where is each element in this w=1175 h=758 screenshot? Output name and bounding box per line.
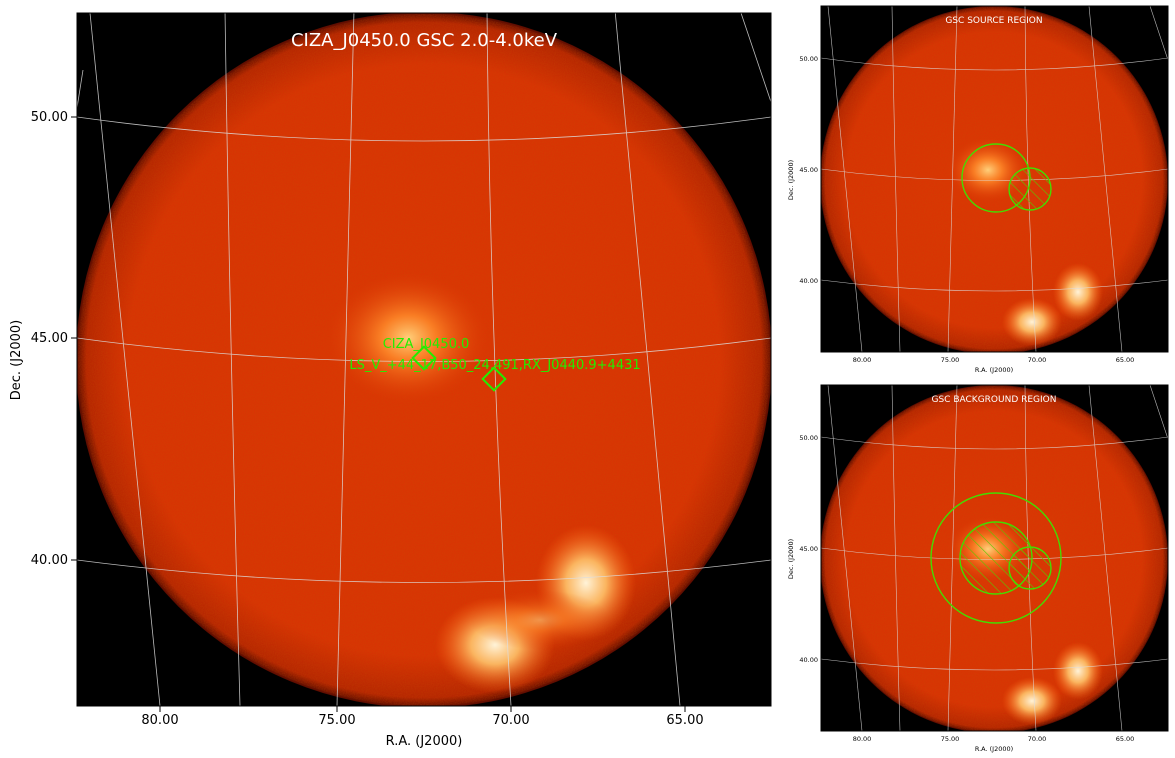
main-grid-ra-75	[336, 13, 355, 706]
source-panel-title: GSC SOURCE REGION	[945, 16, 1042, 26]
source-ra-tick-80: 80.00	[853, 356, 872, 364]
main-bright-source-bridge	[470, 590, 610, 650]
main-source-marker-lsv	[481, 366, 507, 392]
source-cluster-emission	[948, 138, 1028, 202]
main-dec-tick-45: 45.00	[31, 331, 68, 346]
main-ylabel: Dec. (J2000)	[9, 320, 24, 400]
main-ticks	[71, 116, 686, 712]
main-dec-tick-50: 50.00	[31, 110, 68, 125]
background-ra-tick-70: 70.00	[1028, 735, 1047, 743]
main-image-panel: CIZA_J0450.0 GSC 2.0-4.0keV CIZA_J0450.0…	[9, 12, 772, 749]
background-region-panel: GSC BACKGROUND REGION 80.00 75.00 70.00 …	[787, 384, 1169, 753]
source-xlabel: R.A. (J2000)	[975, 366, 1013, 374]
main-ra-tick-65: 65.00	[666, 713, 703, 728]
source-frame	[820, 5, 1169, 353]
source-ra-tick-65: 65.00	[1116, 356, 1135, 364]
main-title: CIZA_J0450.0 GSC 2.0-4.0keV	[291, 30, 558, 51]
background-panel-title: GSC BACKGROUND REGION	[932, 395, 1057, 405]
source-excluded-region	[1008, 167, 1052, 211]
main-grid-dec-40	[77, 559, 771, 583]
main-source-marker-ciza	[411, 345, 437, 371]
source-ra-tick-75: 75.00	[941, 356, 960, 364]
background-annulus-outer	[930, 492, 1062, 624]
background-coordinate-grid	[821, 385, 1168, 731]
background-frame	[820, 384, 1169, 732]
source-ylabel: Dec. (J2000)	[787, 160, 795, 200]
background-excluded-region	[1008, 546, 1052, 590]
main-cluster-emission	[328, 273, 488, 403]
main-grid-ra-82	[77, 69, 84, 109]
main-dec-tick-40: 40.00	[31, 553, 68, 568]
main-xlabel: R.A. (J2000)	[386, 734, 463, 749]
source-bright-source-1	[1002, 298, 1062, 346]
source-dec-tick-45: 45.00	[799, 166, 818, 174]
main-grid-ra-70	[486, 13, 512, 706]
main-frame	[76, 12, 772, 707]
source-dec-tick-50: 50.00	[799, 55, 818, 63]
background-ra-tick-75: 75.00	[941, 735, 960, 743]
source-region-panel: GSC SOURCE REGION 80.00 75.00 70.00 65.0…	[787, 5, 1169, 374]
main-grid-ra-77	[224, 13, 241, 706]
main-source-label-lsv: LS_V_+44_17,B50_24,491,RX_J0440.9+4431	[349, 358, 640, 373]
main-grid-ra-65	[740, 13, 771, 103]
background-dec-tick-50: 50.00	[799, 434, 818, 442]
background-dec-tick-40: 40.00	[799, 656, 818, 664]
background-ylabel: Dec. (J2000)	[787, 539, 795, 579]
background-bright-source-1	[1002, 677, 1062, 725]
main-grid-dec-45	[77, 337, 771, 362]
main-grid-ra-80	[89, 13, 161, 706]
main-grid-ra-67	[614, 13, 681, 706]
source-bright-source-2	[1053, 263, 1103, 321]
main-ra-tick-80: 80.00	[141, 713, 178, 728]
main-ra-tick-70: 70.00	[492, 713, 529, 728]
main-grid-dec-50	[77, 116, 771, 142]
main-ra-tick-75: 75.00	[318, 713, 355, 728]
main-source-label-ciza: CIZA_J0450.0	[383, 337, 470, 352]
main-coordinate-grid	[77, 13, 771, 706]
source-ra-tick-70: 70.00	[1028, 356, 1047, 364]
background-xlabel: R.A. (J2000)	[975, 745, 1013, 753]
background-dec-tick-45: 45.00	[799, 545, 818, 553]
background-bright-source-2	[1053, 642, 1103, 700]
source-dec-tick-40: 40.00	[799, 277, 818, 285]
background-ra-tick-65: 65.00	[1116, 735, 1135, 743]
background-ra-tick-80: 80.00	[853, 735, 872, 743]
